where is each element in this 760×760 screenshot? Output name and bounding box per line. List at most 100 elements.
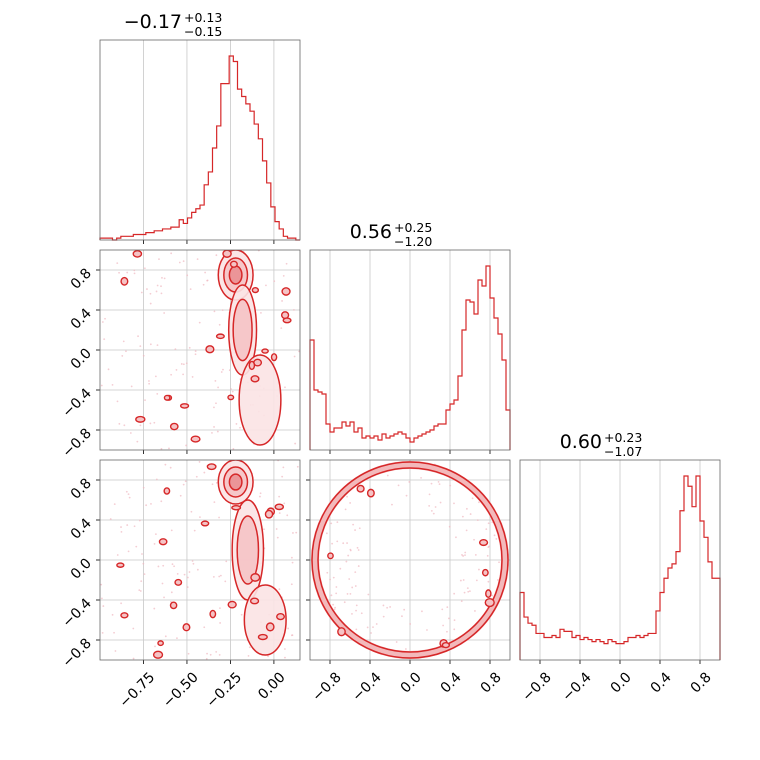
sample-point: [467, 590, 470, 593]
sample-point: [126, 524, 129, 526]
y-tick-label: 0.4: [68, 515, 95, 542]
sample-point: [142, 562, 145, 565]
sample-point: [333, 608, 336, 611]
sample-point: [155, 478, 158, 481]
sample-point: [346, 542, 348, 544]
sample-point: [336, 521, 339, 524]
sample-point: [170, 373, 173, 376]
sample-point: [351, 612, 353, 615]
parameter-title-minus-error: −1.07: [604, 444, 642, 459]
sample-point: [346, 495, 348, 498]
sample-point: [293, 308, 295, 311]
sample-point: [222, 368, 224, 371]
sample-point: [125, 490, 128, 493]
sample-point: [111, 383, 114, 386]
sample-point: [158, 258, 160, 261]
sample-point: [453, 628, 456, 631]
sample-point: [160, 292, 163, 295]
sample-point: [224, 580, 227, 583]
sample-point: [135, 545, 138, 548]
sample-point: [218, 516, 220, 519]
sample-point: [183, 573, 186, 576]
sample-point: [205, 658, 208, 660]
sample-point: [133, 525, 136, 528]
sample-point: [430, 509, 433, 512]
sample-point: [176, 637, 178, 640]
histogram-panel-3: −0.8 −0.4 0.0 0.4 0.8 0.60 +0.23−1.07: [519, 430, 721, 705]
sample-point: [219, 574, 222, 577]
sample-point: [139, 345, 142, 348]
density-contour-level-1: [238, 354, 282, 446]
contour-island: [485, 589, 492, 598]
sample-point: [203, 471, 206, 474]
contour-island: [265, 622, 275, 632]
contour-island: [441, 641, 451, 649]
sample-point: [100, 583, 103, 586]
sample-point: [120, 530, 123, 533]
sample-point: [432, 512, 435, 515]
sample-point: [370, 632, 372, 634]
sample-point: [230, 388, 232, 390]
x-tick-label: −0.8: [309, 669, 344, 704]
sample-point: [116, 262, 119, 265]
sample-point: [292, 532, 294, 534]
sample-point: [351, 586, 354, 589]
sample-point: [281, 475, 284, 478]
histogram-panel-1: −0.17 +0.13−0.15: [99, 10, 301, 244]
sample-point: [163, 312, 166, 314]
sample-point: [421, 610, 423, 613]
sample-point: [174, 348, 177, 351]
sample-point: [188, 346, 191, 349]
sample-point: [109, 518, 112, 520]
sample-point: [382, 615, 385, 618]
sample-point: [466, 587, 469, 590]
sample-point: [260, 311, 262, 314]
sample-point: [154, 375, 157, 378]
sample-point: [199, 516, 201, 519]
sample-point: [455, 536, 457, 539]
sample-point: [140, 580, 143, 583]
sample-point: [248, 646, 251, 649]
sample-point: [170, 591, 173, 594]
sample-point: [335, 586, 338, 588]
sample-point: [215, 402, 217, 405]
sample-point: [104, 317, 106, 320]
sample-point: [493, 534, 496, 537]
sample-point: [473, 538, 475, 541]
sample-point: [170, 252, 173, 255]
sample-point: [430, 482, 433, 485]
sample-point: [140, 291, 143, 294]
contour-island: [281, 287, 291, 296]
sample-point: [101, 321, 104, 323]
sample-point: [280, 327, 283, 329]
sample-point: [204, 271, 207, 274]
panel-frame: [309, 249, 511, 451]
sample-point: [160, 285, 162, 288]
sample-point: [354, 529, 356, 531]
sample-point: [149, 292, 152, 295]
sample-point: [153, 421, 156, 424]
sample-point: [366, 626, 369, 629]
sample-point: [193, 529, 196, 532]
grid-lines: [100, 460, 300, 660]
sample-point: [120, 526, 122, 528]
y-tick-label: −0.8: [59, 636, 94, 671]
sample-point: [220, 371, 223, 373]
sample-point: [175, 369, 178, 371]
sample-point: [295, 531, 298, 534]
sample-point: [360, 612, 363, 615]
parameter-title-plus-error: +0.25: [394, 220, 432, 235]
contour-island: [116, 562, 125, 568]
ring-contour-inner: [317, 467, 503, 653]
parameter-title-plus-error: +0.13: [184, 10, 222, 25]
sample-point: [142, 354, 145, 357]
sample-point: [194, 353, 197, 356]
sample-point: [145, 504, 148, 507]
sample-point: [162, 564, 165, 567]
contour-island: [251, 287, 260, 294]
y-tick-label: 0.4: [68, 305, 95, 332]
sample-point: [349, 593, 352, 595]
contour-island: [257, 633, 268, 641]
sample-point: [126, 271, 129, 274]
sample-point: [278, 512, 281, 514]
